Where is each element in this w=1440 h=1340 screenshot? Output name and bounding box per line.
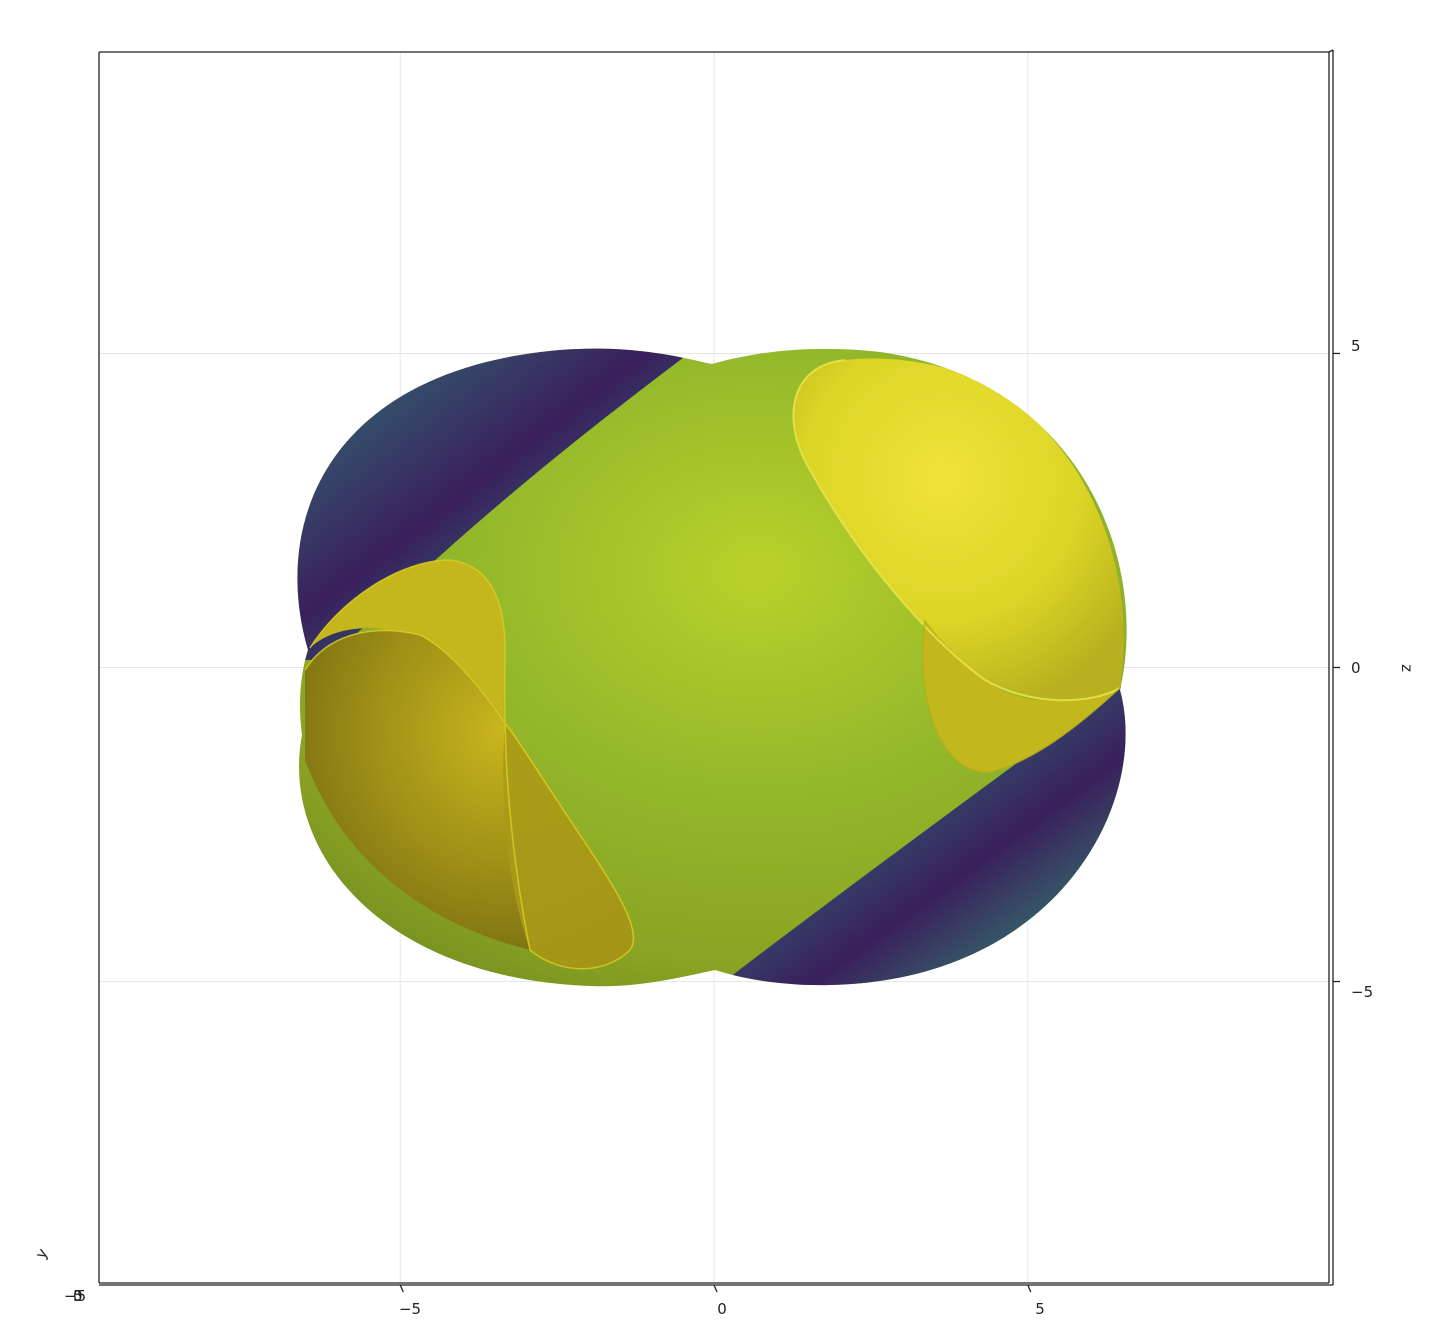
x-tick-label: 5 <box>1035 1300 1045 1318</box>
x-tick-mark <box>399 1284 404 1293</box>
x-tick-labels: −5 0 5 <box>399 1300 1045 1318</box>
x-tick-mark <box>1027 1284 1032 1293</box>
y-axis-label: y <box>32 1245 52 1262</box>
z-tick-labels: 5 0 −5 <box>1351 337 1373 1001</box>
x-tick-label: 0 <box>717 1300 727 1318</box>
y-tick-label: −5 <box>64 1287 86 1305</box>
surface-mesh <box>297 348 1127 987</box>
y-tick-label: 0 <box>73 1287 83 1305</box>
x-tick-mark <box>713 1284 718 1293</box>
z-tick-label: 5 <box>1351 337 1361 355</box>
y-corner-tick-labels: −5 0 5 <box>64 1287 86 1305</box>
y-tick-label: 5 <box>73 1287 83 1305</box>
z-tick-label: −5 <box>1351 983 1373 1001</box>
z-tick-label: 0 <box>1351 659 1361 677</box>
axis-frame <box>98 49 1334 1286</box>
x-tick-label: −5 <box>399 1300 421 1318</box>
z-axis-label: z <box>1398 664 1416 672</box>
axis-ticks <box>399 352 1340 1293</box>
